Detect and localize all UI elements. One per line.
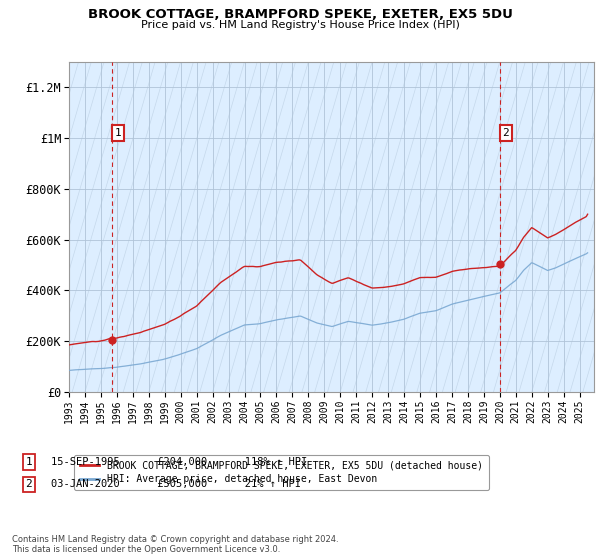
- Text: 1: 1: [115, 128, 121, 138]
- Text: 2: 2: [25, 479, 32, 489]
- Text: 1: 1: [25, 457, 32, 467]
- Text: 03-JAN-2020      £505,000      21% ↑ HPI: 03-JAN-2020 £505,000 21% ↑ HPI: [51, 479, 301, 489]
- Text: Contains HM Land Registry data © Crown copyright and database right 2024.
This d: Contains HM Land Registry data © Crown c…: [12, 535, 338, 554]
- Legend: BROOK COTTAGE, BRAMPFORD SPEKE, EXETER, EX5 5DU (detached house), HPI: Average p: BROOK COTTAGE, BRAMPFORD SPEKE, EXETER, …: [74, 455, 489, 490]
- Text: Price paid vs. HM Land Registry's House Price Index (HPI): Price paid vs. HM Land Registry's House …: [140, 20, 460, 30]
- Text: 2: 2: [502, 128, 509, 138]
- Text: 15-SEP-1995      £204,000      118% ↑ HPI: 15-SEP-1995 £204,000 118% ↑ HPI: [51, 457, 307, 467]
- Text: BROOK COTTAGE, BRAMPFORD SPEKE, EXETER, EX5 5DU: BROOK COTTAGE, BRAMPFORD SPEKE, EXETER, …: [88, 8, 512, 21]
